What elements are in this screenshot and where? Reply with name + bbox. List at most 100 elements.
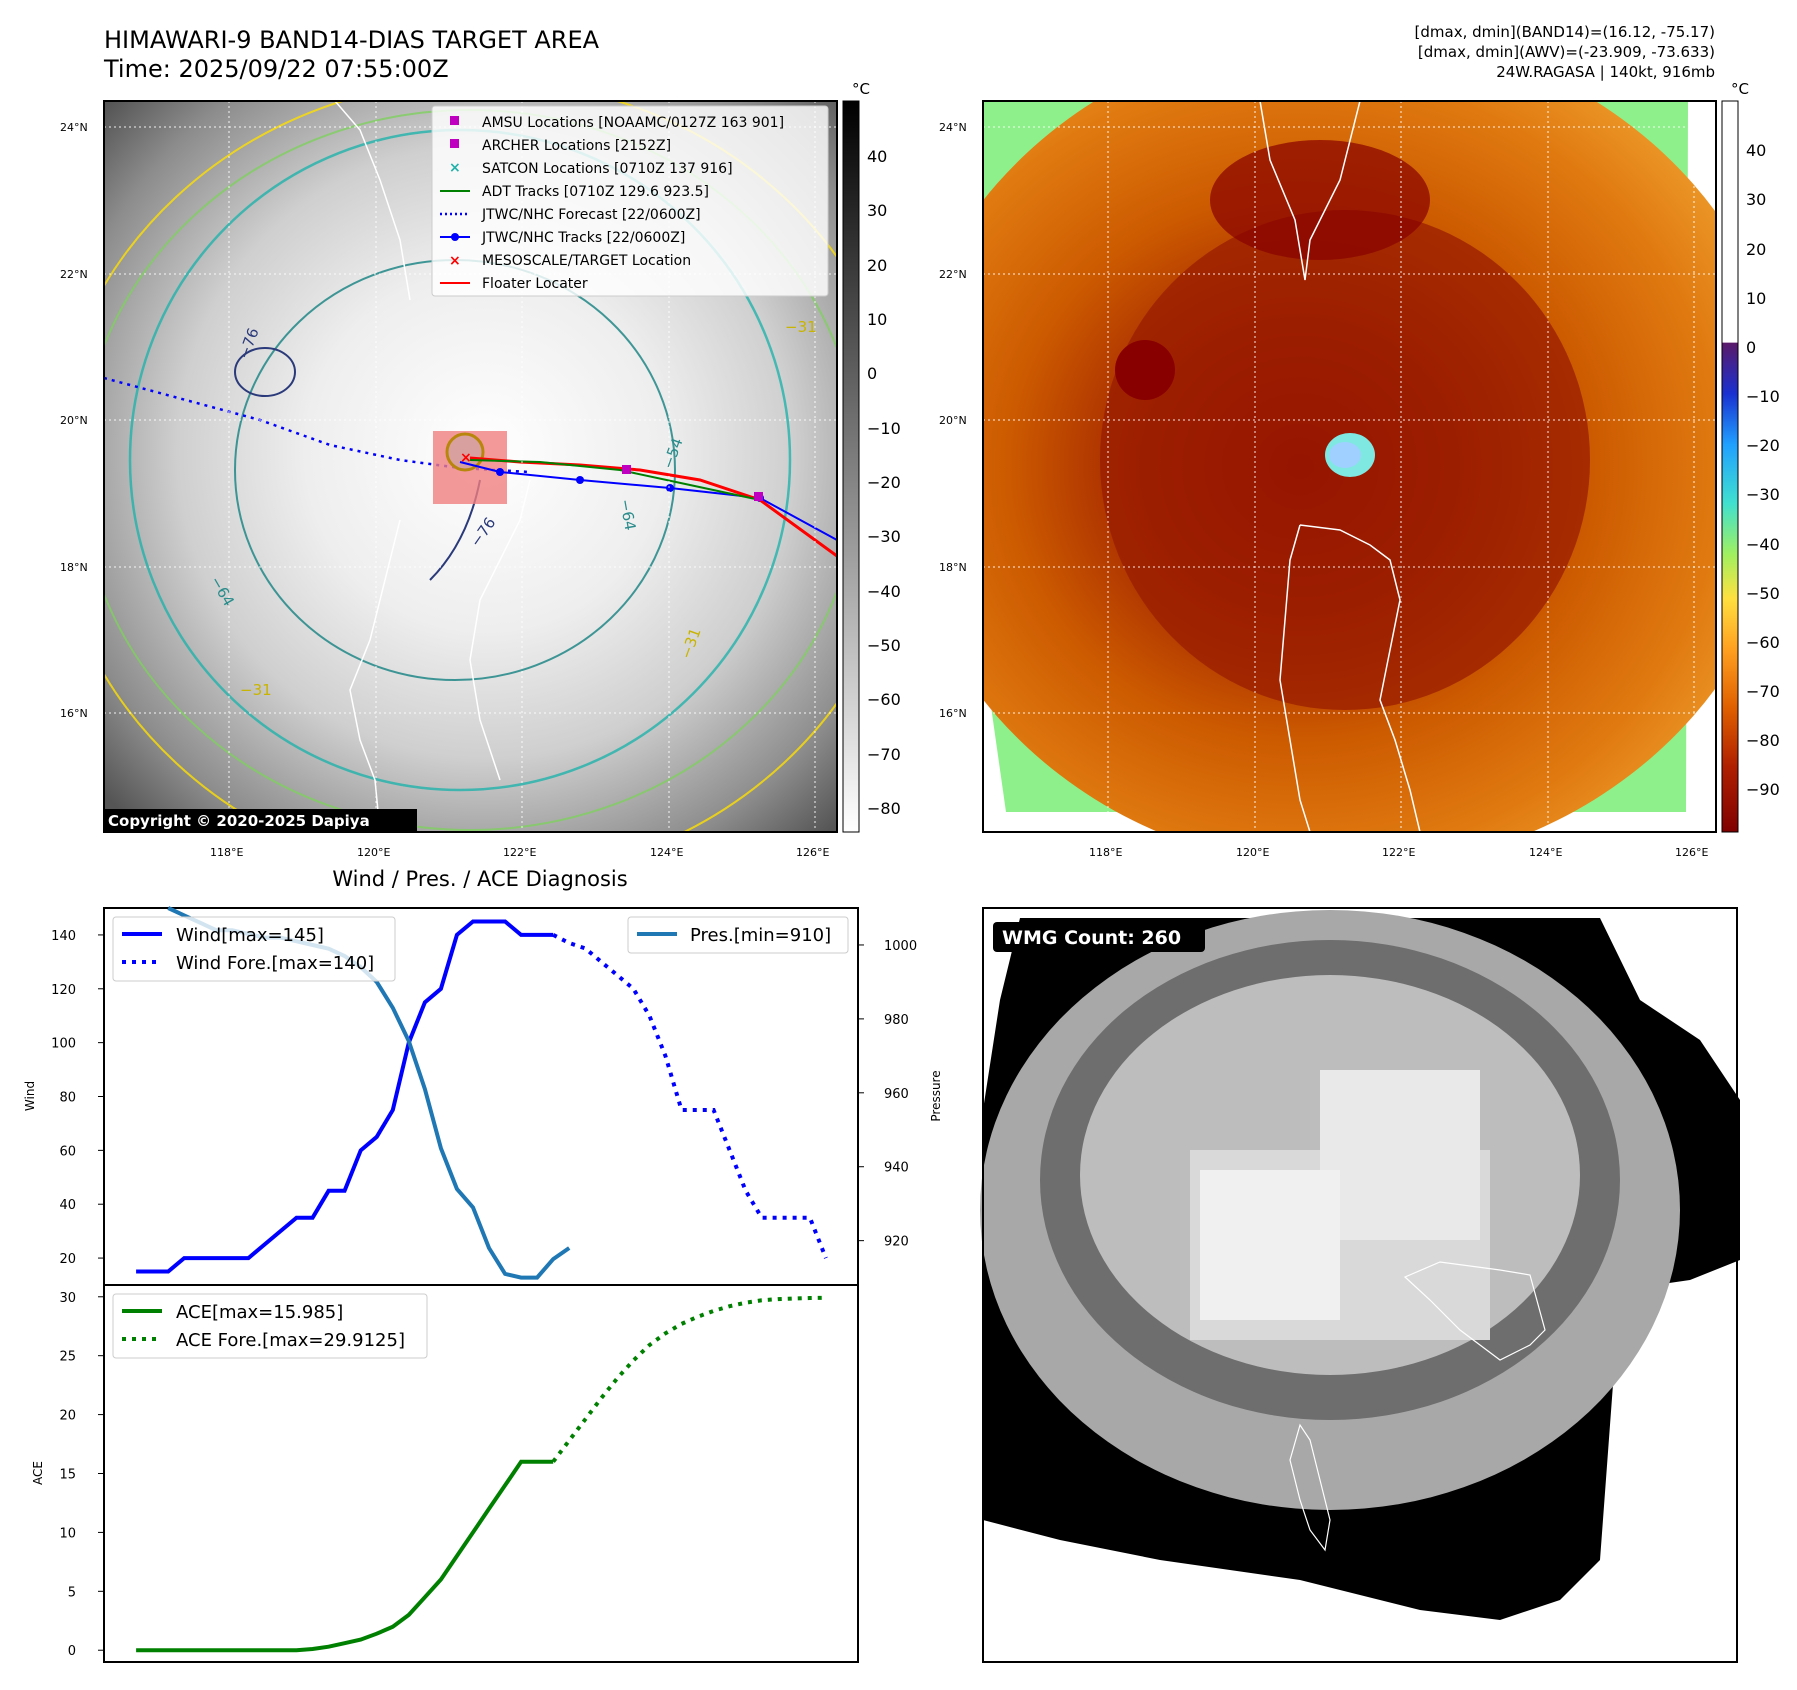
diag-chart: 20 40 60 80 100 120 140 920 940 960 980 1000 0 5 10 1… (23, 906, 943, 1663)
lat-tick: 24°N (939, 121, 967, 134)
storm-info: [dmax, dmin](BAND14)=(16.12, -75.17) [dm… (1415, 22, 1715, 82)
awv-colorbar-unit: °C (1731, 80, 1749, 98)
series-line-0-1 (552, 933, 828, 1259)
ir-cbar-tick: −80 (867, 799, 901, 818)
legend-ace-fore: ACE Fore.[max=29.9125] (176, 1330, 405, 1351)
ir-colorbar-unit: °C (852, 80, 870, 98)
pres-y-tick: 1000 (884, 939, 917, 954)
ir-legend: AMSU Locations [NOAAMC/0127Z 163 901] AR… (431, 105, 829, 297)
wind-y-tick: 60 (59, 1144, 76, 1159)
legend-tracks: JTWC/NHC Tracks [22/0600Z] (481, 230, 685, 246)
ir-cbar-tick: 10 (867, 310, 887, 329)
legend-target: MESOSCALE/TARGET Location (482, 253, 691, 269)
legend-wind-fore: Wind Fore.[max=140] (176, 953, 374, 974)
ir-cbar-tick: −40 (867, 582, 901, 601)
legend-satcon: SATCON Locations [0710Z 137 916] (482, 161, 733, 177)
ir-cbar-tick: 30 (867, 201, 887, 220)
legend-marker-satcon: × (449, 160, 461, 176)
ir-cbar-tick: 20 (867, 256, 887, 275)
lat-tick: 20°N (939, 414, 967, 427)
legend-archer: ARCHER Locations [2152Z] (482, 138, 671, 154)
lat-tick: 18°N (60, 561, 88, 574)
lon-tick: 122°E (1382, 846, 1415, 859)
awv-cbar-tick: −50 (1746, 584, 1780, 603)
lat-tick: 22°N (939, 268, 967, 281)
legend-marker-amsu (450, 116, 459, 125)
ace-ylabel: ACE (31, 1461, 45, 1485)
legend-marker-archer (450, 139, 459, 148)
ir-cbar-tick: 0 (867, 364, 877, 383)
lat-tick: 16°N (939, 707, 967, 720)
lat-tick: 16°N (60, 707, 88, 720)
ace-y-tick: 20 (59, 1409, 76, 1424)
lon-tick: 120°E (1236, 846, 1269, 859)
ace-y-tick: 25 (59, 1350, 76, 1365)
contour-label: −64 (616, 498, 639, 532)
diag-title: Wind / Pres. / ACE Diagnosis (332, 867, 627, 891)
lat-tick: 18°N (939, 561, 967, 574)
awv-cbar-tick: −10 (1746, 387, 1780, 406)
pres-y-tick: 940 (884, 1161, 909, 1176)
ir-cbar-tick: −70 (867, 745, 901, 764)
legend-amsu: AMSU Locations [NOAAMC/0127Z 163 901] (482, 115, 784, 131)
series-line-0-0 (136, 919, 554, 1274)
ace-y-tick: 5 (68, 1585, 76, 1600)
wmg-image (980, 908, 1740, 1662)
contour-label: −31 (240, 681, 272, 699)
wind-y-tick: 100 (51, 1037, 76, 1052)
lon-tick: 118°E (210, 846, 243, 859)
ir-axis-ticks: 24°N 22°N 20°N 18°N 16°N 118°E 120°E 122… (60, 121, 829, 859)
lon-tick: 126°E (796, 846, 829, 859)
ir-colorbar-ticks: 40 30 20 10 0 −10 −20 −30 −40 −50 −60 −7… (867, 147, 901, 818)
ir-frame (103, 100, 838, 833)
info-awv-range: [dmax, dmin](AWV)=(-23.909, -73.633) (1417, 43, 1715, 61)
lon-tick: 120°E (357, 846, 390, 859)
legend-floater: Floater Locater (482, 276, 588, 292)
lon-tick: 126°E (1675, 846, 1708, 859)
awv-cbar-tick: −20 (1746, 436, 1780, 455)
lat-tick: 20°N (60, 414, 88, 427)
pres-y-ticks: 920 940 960 980 1000 (858, 939, 917, 1250)
wind-y-tick: 40 (59, 1198, 76, 1213)
awv-cbar-tick: −70 (1746, 682, 1780, 701)
contour-label: −31 (785, 318, 817, 336)
legend-adt: ADT Tracks [0710Z 129.6 923.5] (482, 184, 709, 200)
awv-cbar-tick: −60 (1746, 633, 1780, 652)
title-line-2: Time: 2025/09/22 07:55:00Z (104, 55, 449, 83)
ace-y-ticks: 0 5 10 15 20 25 30 (59, 1291, 104, 1659)
awv-cbar-tick: 40 (1746, 141, 1766, 160)
legend-ace: ACE[max=15.985] (176, 1302, 343, 1323)
awv-cbar-tick: −30 (1746, 485, 1780, 504)
awv-frame (982, 100, 1717, 833)
ir-cbar-tick: −50 (867, 636, 901, 655)
series-line-2-1 (551, 1295, 826, 1463)
svg-text:×: × (460, 450, 472, 466)
wmg-count-badge (993, 922, 1205, 952)
ir-cbar-tick: 40 (867, 147, 887, 166)
ir-cbar-tick: −20 (867, 473, 901, 492)
awv-axis-ticks: 24°N 22°N 20°N 18°N 16°N 118°E 120°E 122… (939, 121, 1708, 859)
legend-wind: Wind[max=145] (176, 925, 324, 946)
pres-legend (627, 916, 849, 954)
awv-cbar-tick: 30 (1746, 190, 1766, 209)
wind-y-ticks: 20 40 60 80 100 120 140 (51, 929, 104, 1267)
ir-cbar-tick: −30 (867, 527, 901, 546)
wind-legend (112, 916, 396, 982)
awv-cbar-tick: 10 (1746, 289, 1766, 308)
lat-tick: 24°N (60, 121, 88, 134)
awv-colorbar-ticks: 40 30 20 10 0 −10 −20 −30 −40 −50 −60 −7… (1746, 141, 1780, 799)
awv-cbar-tick: 0 (1746, 338, 1756, 357)
awv-cbar-tick: −40 (1746, 535, 1780, 554)
legend-pres: Pres.[min=910] (690, 925, 831, 946)
pres-y-tick: 960 (884, 1087, 909, 1102)
wind-y-tick: 140 (51, 929, 76, 944)
lon-tick: 118°E (1089, 846, 1122, 859)
title-line-1: HIMAWARI-9 BAND14-DIAS TARGET AREA (104, 26, 600, 54)
awv-cbar-tick: 20 (1746, 240, 1766, 259)
wind-y-tick: 20 (59, 1252, 76, 1267)
ir-cbar-tick: −60 (867, 690, 901, 709)
awv-image (983, 101, 1716, 832)
ace-legend (112, 1293, 428, 1359)
ace-y-tick: 15 (59, 1468, 76, 1483)
